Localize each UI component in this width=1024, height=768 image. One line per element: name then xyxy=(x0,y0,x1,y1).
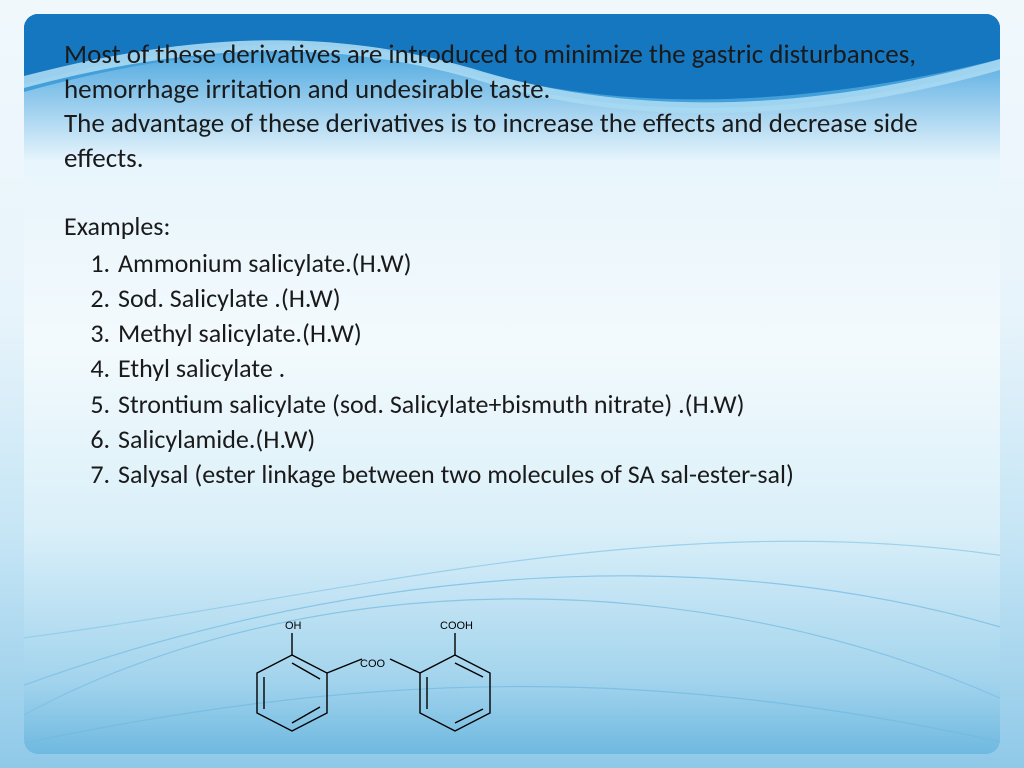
list-item: Salysal (ester linkage between two molec… xyxy=(116,457,960,492)
intro-line-2: The advantage of these derivatives is to… xyxy=(64,107,918,175)
cooh-label: COOH xyxy=(440,620,473,632)
chemical-structure: OH COO COOH xyxy=(242,615,542,748)
coo-label: COO xyxy=(360,658,386,670)
intro-paragraph: Most of these derivatives are introduced… xyxy=(64,38,960,176)
intro-line-1: Most of these derivatives are introduced… xyxy=(64,38,916,106)
list-item: Ammonium salicylate.(H.W) xyxy=(116,246,960,281)
list-item: Strontium salicylate (sod. Salicylate+bi… xyxy=(116,387,960,422)
slide: Most of these derivatives are introduced… xyxy=(24,14,1000,754)
examples-list: Ammonium salicylate.(H.W) Sod. Salicylat… xyxy=(64,246,960,492)
list-item: Salicylamide.(H.W) xyxy=(116,422,960,457)
list-item: Methyl salicylate.(H.W) xyxy=(116,316,960,351)
list-item: Ethyl salicylate . xyxy=(116,351,960,386)
content-area: Most of these derivatives are introduced… xyxy=(24,14,1000,502)
examples-title: Examples: xyxy=(64,210,960,242)
list-item: Sod. Salicylate .(H.W) xyxy=(116,281,960,316)
oh-label: OH xyxy=(285,620,302,632)
